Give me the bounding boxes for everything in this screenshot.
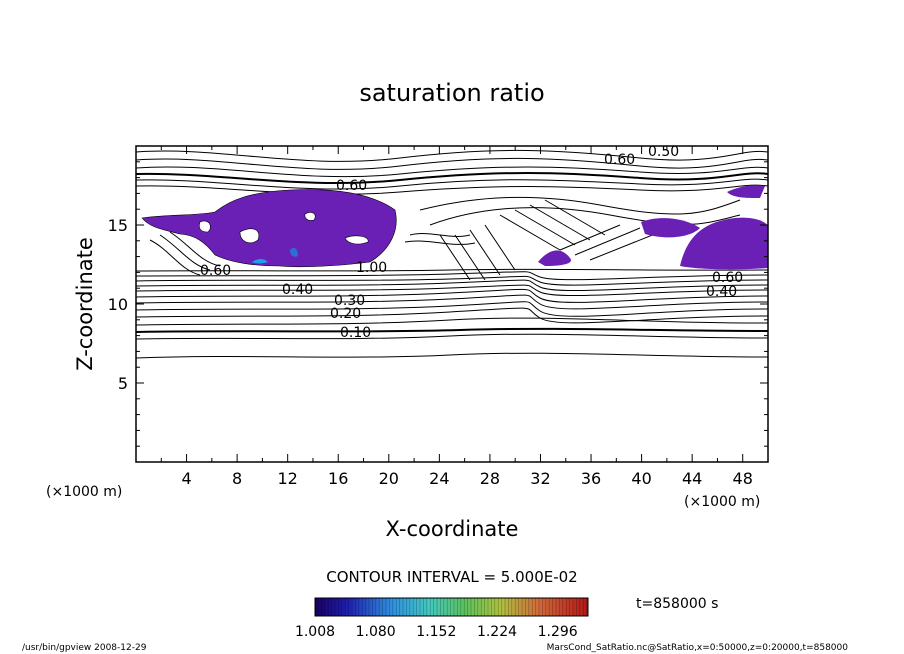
filled-regions: [141, 185, 768, 270]
x-tick-label: 12: [278, 469, 298, 488]
contour-label: 0.20: [330, 306, 361, 322]
time-label: t=858000 s: [636, 596, 718, 612]
x-tick-label: 36: [581, 469, 601, 488]
contour-label: 0.60: [200, 263, 231, 279]
x-axis-label: X-coordinate: [386, 517, 519, 541]
x-unit-left: (×1000 m): [46, 484, 122, 500]
footer-right: MarsCond_SatRatio.nc@SatRatio,x=0:50000,…: [547, 643, 849, 653]
x-tick-label: 8: [232, 469, 242, 488]
contour-interval: CONTOUR INTERVAL = 5.000E-02: [326, 568, 577, 586]
contour-label: 0.10: [340, 325, 371, 341]
colorbar-tick-label: 1.224: [477, 624, 517, 640]
colorbar-tick-label: 1.152: [416, 624, 456, 640]
x-tick-label: 28: [480, 469, 500, 488]
x-unit-right: (×1000 m): [684, 494, 760, 510]
y-axis-label: Z-coordinate: [73, 237, 97, 371]
x-tick-label: 24: [429, 469, 449, 488]
x-axis: 4 8 12 16 20 24 28 32 36 40 44 48: [160, 146, 753, 488]
contour-label: 0.40: [282, 282, 313, 298]
contour-labels: 0.60 0.50 0.60 0.60 1.00 0.40 0.30 0.20 …: [200, 144, 743, 341]
contour-label: 0.30: [334, 293, 365, 309]
footer-left: /usr/bin/gpview 2008-12-29: [22, 643, 147, 653]
y-axis: 5 10 15: [108, 161, 768, 447]
x-tick-label: 48: [733, 469, 753, 488]
y-tick-label: 5: [118, 374, 128, 393]
high-values: [252, 248, 298, 264]
colorbar-tick-label: 1.008: [295, 624, 335, 640]
x-tick-label: 16: [328, 469, 348, 488]
colorbar-gradient: [314, 597, 589, 617]
contour-lines: [136, 149, 768, 359]
contour-label: 0.60: [604, 152, 635, 168]
colorbar-tick-label: 1.080: [356, 624, 396, 640]
colorbar: 1.008 1.080 1.152 1.224 1.296: [295, 597, 589, 640]
y-tick-label: 10: [108, 295, 128, 314]
x-tick-label: 44: [682, 469, 702, 488]
contour-label: 1.00: [356, 260, 387, 276]
plot-frame: [135, 145, 769, 463]
contour-label: 0.60: [336, 178, 367, 194]
x-tick-label: 20: [379, 469, 399, 488]
x-tick-label: 4: [181, 469, 191, 488]
contour-label: 0.50: [648, 144, 679, 160]
contour-label: 0.60: [712, 270, 743, 286]
colorbar-tick-label: 1.296: [538, 624, 578, 640]
contour-label: 0.40: [706, 284, 737, 300]
y-tick-label: 15: [108, 216, 128, 235]
chart-title: saturation ratio: [359, 79, 544, 107]
x-tick-label: 32: [530, 469, 550, 488]
x-tick-label: 40: [631, 469, 651, 488]
white-holes: [198, 212, 369, 245]
